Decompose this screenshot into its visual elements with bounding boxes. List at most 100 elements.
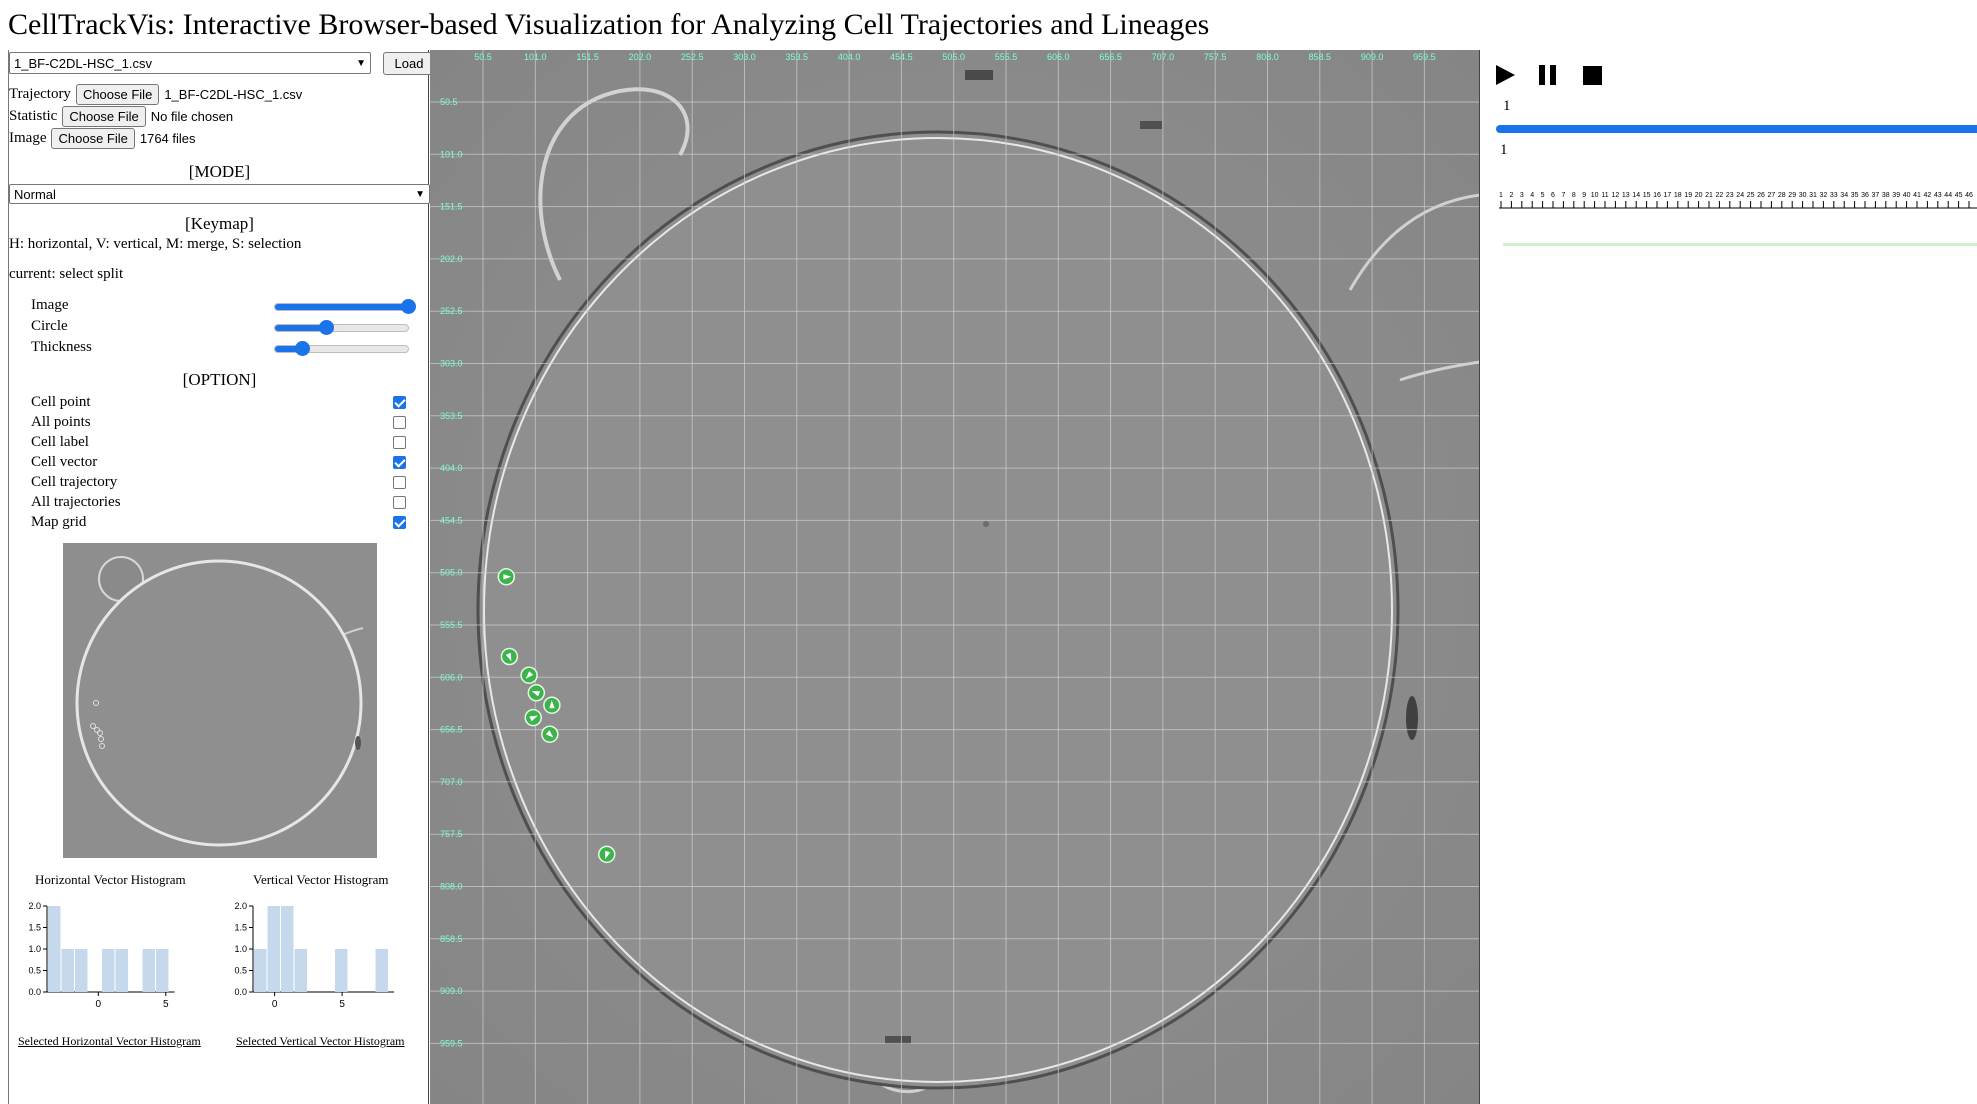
cell-point[interactable]: [541, 725, 559, 743]
timeline-tick-label: 12: [1612, 192, 1620, 199]
debris-center: [983, 521, 989, 527]
timeline-tick-label: 17: [1664, 192, 1672, 199]
frame-progress-bar[interactable]: [1496, 125, 1977, 133]
timeline-tick-label: 1: [1499, 192, 1503, 199]
cell-map-canvas[interactable]: 50.5 101.0 151.5 202.0 252.5 303.0 353.5 404.0 4…: [430, 50, 1480, 1104]
cell-point[interactable]: [524, 708, 542, 727]
option-all-points-label: All points: [31, 414, 91, 430]
timeline-tick-label: 37: [1872, 192, 1880, 199]
option-map-grid-checkbox[interactable]: [393, 516, 406, 529]
option-cell-point-label: Cell point: [31, 394, 91, 410]
h-hist-bar: [156, 949, 169, 992]
cell-point[interactable]: [543, 696, 561, 714]
trajectory-file-row: Trajectory Choose File 1_BF-C2DL-HSC_1.c…: [9, 84, 302, 105]
play-icon[interactable]: [1493, 62, 1517, 88]
option-all-points-checkbox[interactable]: [393, 416, 406, 429]
map-y-tick-label: 606.0: [440, 672, 463, 682]
map-y-tick-label: 707.0: [440, 777, 463, 787]
timeline-tick-label: 8: [1572, 192, 1576, 199]
pause-icon[interactable]: [1536, 62, 1560, 88]
timeline-tick-label: 20: [1695, 192, 1703, 199]
chevron-down-icon: ▼: [415, 188, 425, 200]
neighbor-well-outline-2: [1399, 360, 1479, 382]
option-heading: [OPTION]: [182, 370, 257, 389]
thickness-slider[interactable]: [274, 341, 409, 356]
debris-right: [1406, 696, 1418, 740]
image-file-row: Image Choose File 1764 files: [9, 128, 196, 149]
option-cell-label-checkbox[interactable]: [393, 436, 406, 449]
map-x-tick-label: 151.5: [576, 52, 599, 62]
cell-map-view[interactable]: 50.5 101.0 151.5 202.0 252.5 303.0 353.5 404.0 4…: [430, 50, 1480, 1104]
map-x-tick-label: 101.0: [524, 52, 547, 62]
cell-points[interactable]: [497, 568, 616, 864]
timeline-tick-label: 38: [1882, 192, 1890, 199]
load-button[interactable]: Load: [383, 52, 435, 75]
option-cell-point-checkbox[interactable]: [393, 396, 406, 409]
trajectory-choose-file-button[interactable]: Choose File: [75, 84, 160, 105]
cell-point[interactable]: [497, 568, 516, 586]
option-all-trajectories-checkbox[interactable]: [393, 496, 406, 509]
image-choose-file-button[interactable]: Choose File: [51, 128, 135, 149]
circle-slider[interactable]: [274, 320, 409, 335]
map-grid: [430, 50, 1479, 1104]
cell-point[interactable]: [527, 684, 546, 702]
map-y-tick-label: 404.0: [440, 463, 463, 473]
map-y-axis: 50.5 101.0 151.5 202.0 252.5 303.0 353.5 404.0 4…: [440, 97, 463, 1048]
h-hist-y-tick-label: 0.0: [28, 987, 41, 997]
timeline-tick-label: 6: [1551, 192, 1555, 199]
v-hist-y-tick-label: 1.5: [234, 923, 247, 933]
h-hist-y-tick-label: 1.0: [28, 944, 41, 954]
mode-select[interactable]: Normal ▼: [9, 184, 430, 204]
debris-top: [965, 70, 993, 80]
cell-vector-arrow: [531, 691, 541, 697]
map-y-tick-label: 909.0: [440, 986, 463, 996]
cell-vector-arrow: [605, 850, 611, 860]
h-hist-x-tick-label: 0: [96, 999, 102, 1008]
option-cell-trajectory-checkbox[interactable]: [393, 476, 406, 489]
option-map-grid-label: Map grid: [31, 514, 87, 530]
v-hist-bar: [335, 949, 348, 992]
cell-point[interactable]: [500, 647, 519, 666]
v-hist-y-tick-label: 1.0: [234, 944, 247, 954]
stop-icon[interactable]: [1581, 62, 1605, 88]
overview-thumbnail[interactable]: [63, 543, 377, 858]
option-cell-trajectory-label: Cell trajectory: [31, 474, 118, 490]
trajectory-label: Trajectory: [9, 86, 71, 102]
cell-vector-arrow: [503, 574, 512, 580]
microwell-highlight: [483, 137, 1393, 1083]
timeline-tick-label: 46: [1965, 192, 1973, 199]
timeline-tick-label: 35: [1851, 192, 1859, 199]
option-cell-vector-checkbox[interactable]: [393, 456, 406, 469]
frame-timeline[interactable]: 1 2 3 4 5 6 7 8 9 10 11 12 13 14 15 16 17 18 19 20 21 22 23 24 2…: [1499, 184, 1977, 224]
current-frame-bottom: 1: [1500, 142, 1508, 158]
v-hist-x-tick-label: 0: [272, 999, 278, 1008]
map-x-tick-label: 353.5: [786, 52, 809, 62]
timeline-tick-label: 13: [1622, 192, 1630, 199]
statistic-choose-file-button[interactable]: Choose File: [62, 106, 146, 127]
selected-vertical-histogram-link[interactable]: Selected Vertical Vector Histogram: [236, 1034, 405, 1048]
v-hist-bar: [254, 949, 267, 992]
v-hist-x-tick-label: 5: [339, 999, 345, 1008]
current-mode-text: current: select split: [9, 266, 124, 282]
image-slider[interactable]: [274, 299, 416, 314]
map-x-tick-label: 555.5: [995, 52, 1018, 62]
microwell-outline: [476, 130, 1400, 1090]
timeline-tick-label: 45: [1955, 192, 1963, 199]
selected-horizontal-histogram-link[interactable]: Selected Horizontal Vector Histogram: [18, 1034, 201, 1048]
cell-vector-arrow: [529, 715, 538, 722]
keymap-heading: [Keymap]: [185, 214, 254, 233]
map-y-tick-label: 50.5: [440, 97, 458, 107]
h-hist-bar: [102, 949, 115, 992]
vertical-histogram-title: Vertical Vector Histogram: [253, 872, 389, 887]
cell-point[interactable]: [598, 845, 616, 864]
statistic-file-status: No file chosen: [150, 109, 234, 124]
mode-select-value: Normal: [14, 186, 56, 202]
map-x-tick-label: 858.5: [1309, 52, 1332, 62]
csv-select-value: 1_BF-C2DL-HSC_1.csv: [14, 55, 152, 71]
debris-top-right: [1140, 121, 1162, 129]
cell-point[interactable]: [520, 666, 538, 684]
csv-select[interactable]: 1_BF-C2DL-HSC_1.csv ▼: [9, 52, 371, 74]
map-y-tick-label: 101.0: [440, 149, 463, 159]
circle-slider-label: Circle: [31, 318, 68, 334]
current-frame-top: 1: [1503, 98, 1511, 114]
